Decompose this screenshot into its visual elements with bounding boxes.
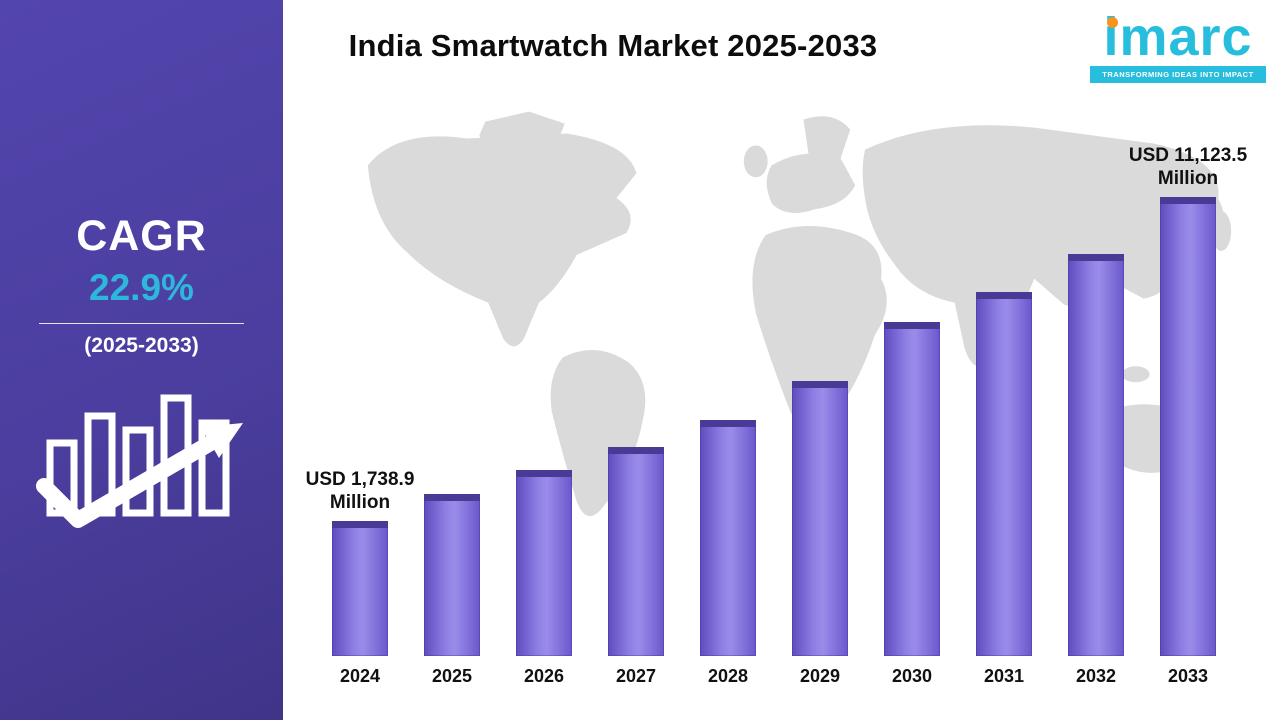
cagr-period: (2025-2033) [84, 334, 199, 357]
x-axis-label: 2027 [615, 666, 657, 686]
x-axis-label: 2025 [431, 666, 473, 686]
bar-column: USD 11,123.5 Million 2033 [1129, 145, 1247, 686]
logo-wordmark: imarc [1103, 10, 1252, 64]
bar-column: 2028 [682, 420, 774, 686]
x-axis-label: 2032 [1075, 666, 1117, 686]
growth-chart-arrow-icon [35, 368, 248, 545]
imarc-logo: imarc TRANSFORMING IDEAS INTO IMPACT [1090, 10, 1266, 84]
bar-top-cap [976, 292, 1032, 299]
bar-top-cap [1160, 197, 1216, 204]
x-axis-label: 2030 [891, 666, 933, 686]
logo-text: imarc [1103, 7, 1253, 67]
bar-top-cap [516, 470, 572, 477]
bar-column: 2029 [774, 381, 866, 686]
bar-column: 2025 [406, 494, 498, 686]
cagr-value: 22.9% [89, 267, 194, 308]
logo-tagline: TRANSFORMING IDEAS INTO IMPACT [1090, 66, 1266, 84]
divider [39, 323, 244, 324]
bar-column: 2032 [1050, 254, 1142, 686]
bar-column: 2027 [590, 447, 682, 686]
bar-column: 2031 [958, 292, 1050, 686]
bar-top-cap [700, 420, 756, 427]
cagr-label: CAGR [76, 212, 207, 260]
bar-top-cap [1068, 254, 1124, 261]
bar-column: 2026 [498, 470, 590, 686]
logo-dot-icon [1107, 17, 1119, 28]
cagr-panel: CAGR 22.9% (2025-2033) [0, 212, 283, 358]
x-axis-label: 2026 [523, 666, 565, 686]
bar [608, 447, 664, 656]
bar [1068, 254, 1124, 656]
x-axis-label: 2033 [1167, 666, 1209, 686]
bar [516, 470, 572, 656]
bar-top-cap [608, 447, 664, 454]
bar [332, 521, 388, 656]
bar [792, 381, 848, 656]
bar-top-cap [332, 521, 388, 528]
bar [424, 494, 480, 656]
bar [1160, 197, 1216, 656]
bar-top-cap [884, 322, 940, 329]
sidebar: CAGR 22.9% (2025-2033) [0, 0, 283, 720]
bar [884, 322, 940, 656]
bar-top-cap [424, 494, 480, 501]
bar-column: 2030 [866, 322, 958, 686]
bar-value-label: USD 11,123.5 Million [1128, 145, 1248, 189]
x-axis-label: 2029 [799, 666, 841, 686]
bar-column: USD 1,738.9 Million 2024 [306, 469, 415, 686]
bars-row: USD 1,738.9 Million 2024 2025 2026 2027 2028 20… [306, 145, 1248, 686]
bar [976, 292, 1032, 656]
bar-top-cap [792, 381, 848, 388]
bar-value-label: USD 1,738.9 Million [305, 469, 415, 513]
x-axis-label: 2024 [339, 666, 381, 686]
x-axis-label: 2031 [983, 666, 1025, 686]
bar [700, 420, 756, 656]
page-title: India Smartwatch Market 2025-2033 [348, 28, 878, 63]
main-area: India Smartwatch Market 2025-2033 imarc … [283, 0, 1280, 720]
x-axis-label: 2028 [707, 666, 749, 686]
